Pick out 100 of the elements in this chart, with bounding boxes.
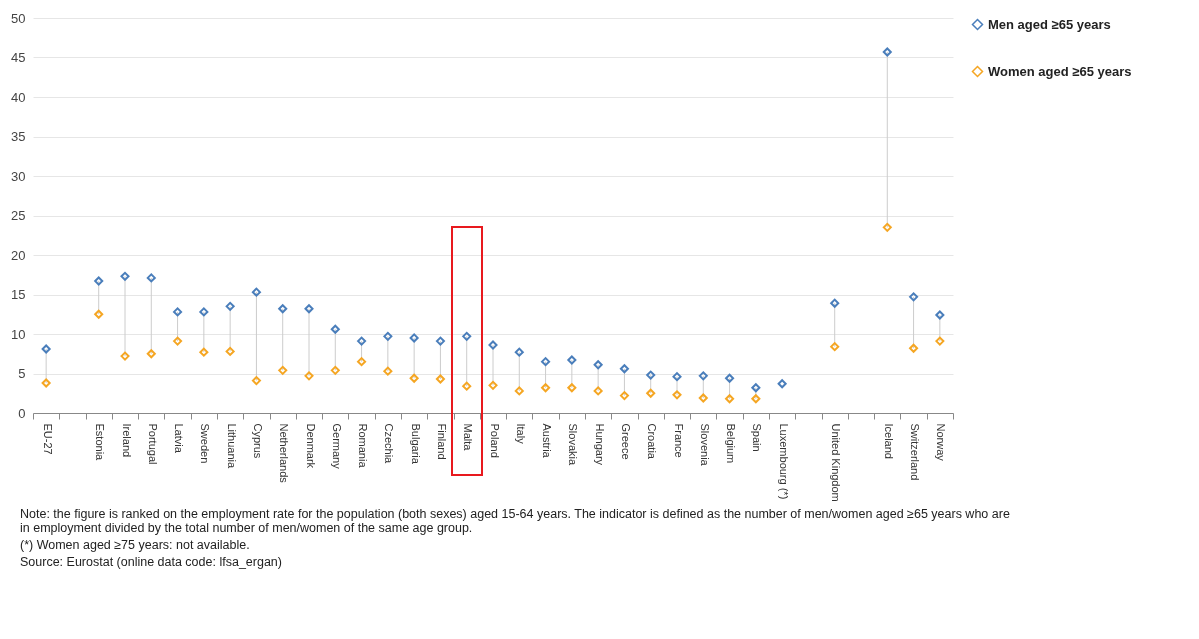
x-tick-label: Denmark bbox=[304, 423, 317, 469]
point bbox=[225, 346, 235, 356]
point bbox=[462, 331, 472, 341]
point bbox=[567, 383, 577, 393]
y-tick-label: 50 bbox=[11, 10, 26, 26]
point bbox=[909, 343, 919, 353]
point bbox=[830, 342, 840, 352]
point bbox=[725, 394, 735, 404]
point bbox=[935, 310, 945, 320]
x-tick-label: Germany bbox=[330, 423, 343, 470]
point bbox=[199, 347, 209, 357]
point bbox=[330, 324, 340, 334]
x-tick-label: Ireland bbox=[120, 423, 133, 458]
point bbox=[409, 373, 419, 383]
x-tick-label: EU-27 bbox=[41, 423, 54, 455]
x-tick-label: Croatia bbox=[646, 423, 659, 460]
point bbox=[882, 47, 892, 57]
point bbox=[462, 381, 472, 391]
x-tick-label: Malta bbox=[462, 423, 475, 452]
x-tick-label: Czechia bbox=[383, 423, 396, 465]
y-tick-label: 0 bbox=[18, 405, 26, 421]
x-tick-label: Finland bbox=[435, 423, 448, 460]
point bbox=[514, 347, 524, 357]
source-note: Source: Eurostat (online data code: lfsa_ergan) bbox=[20, 555, 283, 569]
point bbox=[225, 301, 235, 311]
x-tick-label: Netherlands bbox=[278, 423, 291, 484]
x-tick-label: France bbox=[672, 423, 685, 458]
y-tick-label: 10 bbox=[11, 326, 26, 342]
point bbox=[882, 222, 892, 232]
point bbox=[330, 365, 340, 375]
x-tick-label: Greece bbox=[619, 423, 632, 460]
point bbox=[357, 336, 367, 346]
x-tick-label: Iceland bbox=[882, 423, 895, 459]
x-tick-label: Spain bbox=[751, 423, 764, 452]
point bbox=[278, 365, 288, 375]
point bbox=[593, 360, 603, 370]
y-tick-label: 20 bbox=[11, 247, 26, 263]
point bbox=[488, 380, 498, 390]
point bbox=[146, 273, 156, 283]
x-tick-label: Austria bbox=[541, 423, 554, 459]
point bbox=[383, 366, 393, 376]
point bbox=[751, 383, 761, 393]
x-tick-label: Hungary bbox=[593, 423, 606, 466]
point bbox=[777, 379, 787, 389]
point bbox=[251, 376, 261, 386]
x-tick-label: Luxembourg (*) bbox=[777, 423, 790, 500]
x-tick-label: Belgium bbox=[725, 423, 738, 464]
x-tick-label: Poland bbox=[488, 423, 501, 458]
point bbox=[41, 344, 51, 354]
x-tick-label: Switzerland bbox=[909, 423, 922, 481]
point bbox=[278, 304, 288, 314]
x-tick-label: United Kingdom bbox=[830, 423, 843, 502]
point bbox=[251, 287, 261, 297]
x-tick-label: Sweden bbox=[199, 423, 212, 464]
point bbox=[173, 307, 183, 317]
point bbox=[94, 309, 104, 319]
point bbox=[199, 307, 209, 317]
point bbox=[830, 298, 840, 308]
point bbox=[541, 357, 551, 367]
y-tick-label: 5 bbox=[18, 366, 26, 381]
point bbox=[41, 378, 51, 388]
legend-label: Women aged ≥65 years bbox=[988, 63, 1132, 79]
point bbox=[935, 336, 945, 346]
point bbox=[435, 336, 445, 346]
point bbox=[751, 394, 761, 404]
x-tick-label: Bulgaria bbox=[409, 423, 422, 465]
point bbox=[541, 383, 551, 393]
point bbox=[120, 351, 130, 361]
x-tick-label: Romania bbox=[357, 423, 370, 469]
x-tick-label: Lithuania bbox=[225, 423, 238, 470]
point bbox=[383, 331, 393, 341]
point bbox=[94, 276, 104, 286]
point bbox=[619, 391, 629, 401]
point bbox=[672, 372, 682, 382]
x-tick-label: Italy bbox=[514, 423, 527, 445]
point bbox=[909, 292, 919, 302]
y-tick-label: 35 bbox=[11, 129, 26, 144]
point bbox=[698, 393, 708, 403]
x-tick-label: Cyprus bbox=[251, 423, 264, 459]
x-tick-label: Portugal bbox=[146, 423, 159, 465]
point bbox=[146, 349, 156, 359]
legend-label: Men aged ≥65 years bbox=[988, 16, 1111, 32]
point bbox=[357, 357, 367, 367]
point bbox=[435, 374, 445, 384]
point bbox=[593, 386, 603, 396]
x-tick-label: Latvia bbox=[173, 423, 186, 454]
x-tick-label: Slovakia bbox=[567, 423, 580, 466]
point bbox=[409, 333, 419, 343]
point bbox=[304, 304, 314, 314]
y-tick-label: 15 bbox=[11, 287, 26, 302]
x-tick-label: Estonia bbox=[94, 423, 107, 462]
point bbox=[488, 340, 498, 350]
text: (*) Women aged ≥75 years: not available. bbox=[20, 538, 251, 552]
point bbox=[173, 336, 183, 346]
point bbox=[619, 364, 629, 374]
point bbox=[120, 271, 130, 281]
x-tick-label: Slovenia bbox=[698, 423, 711, 467]
y-tick-label: 30 bbox=[11, 168, 26, 184]
y-tick-label: 45 bbox=[11, 50, 26, 65]
point bbox=[304, 371, 314, 381]
